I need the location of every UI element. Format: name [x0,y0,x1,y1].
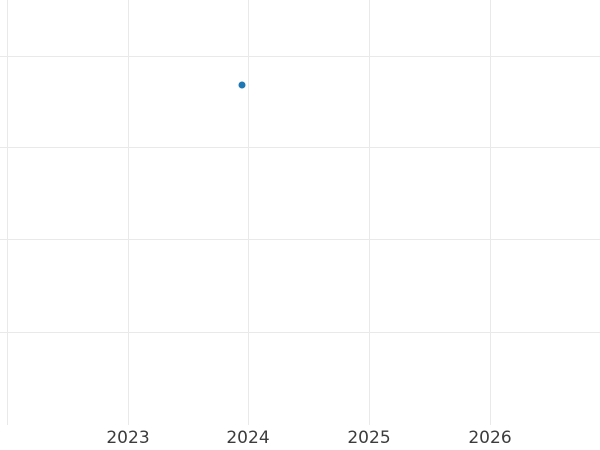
x-tick-label: 2025 [347,428,391,448]
gridline-horizontal [0,56,600,57]
scatter-point[interactable] [238,81,245,88]
x-tick-label: 2026 [468,428,512,448]
gridline-horizontal [0,147,600,148]
gridline-vertical [128,0,129,425]
gridline-vertical [490,0,491,425]
plot-area [0,0,600,425]
gridline-vertical [248,0,249,425]
gridline-horizontal [0,332,600,333]
gridline-vertical [369,0,370,425]
gridline-vertical [7,0,8,425]
gridline-horizontal [0,239,600,240]
x-tick-label: 2023 [106,428,150,448]
x-tick-label: 2024 [226,428,270,448]
